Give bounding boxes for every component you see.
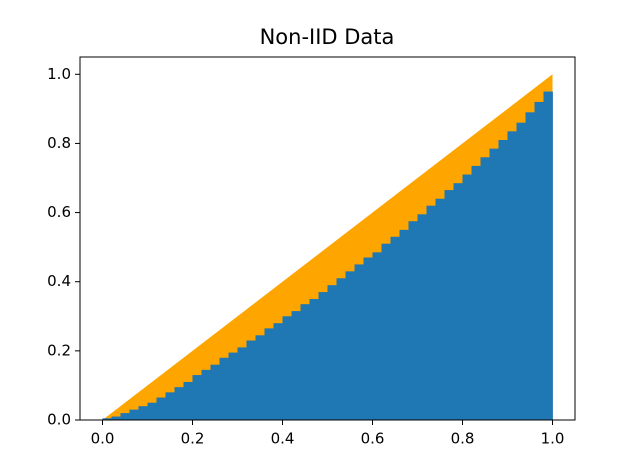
bar: [102, 418, 112, 420]
y-tick-label: 0.8: [47, 134, 71, 152]
bar: [327, 285, 337, 420]
y-tick-label: 0.4: [47, 272, 71, 290]
bar: [237, 347, 247, 420]
y-tick-label: 0.6: [47, 203, 71, 221]
bar: [399, 229, 409, 420]
bar: [165, 392, 175, 420]
bar: [471, 165, 481, 420]
y-tick-label: 0.0: [47, 411, 71, 429]
bar: [462, 174, 472, 420]
x-tick-label: 0.0: [91, 430, 115, 448]
bar: [228, 352, 238, 420]
bar: [111, 416, 121, 420]
bar: [354, 264, 364, 420]
bar: [210, 364, 220, 420]
bar: [435, 198, 445, 420]
bar: [381, 243, 391, 420]
bar: [372, 252, 382, 420]
bar: [525, 112, 535, 421]
bar: [516, 122, 526, 420]
bar: [147, 402, 157, 420]
bar: [480, 157, 490, 420]
bar: [246, 340, 256, 420]
bar: [453, 183, 463, 420]
bar: [255, 335, 265, 420]
bar: [291, 311, 301, 420]
bar: [282, 316, 292, 420]
bar: [120, 413, 130, 420]
bar: [156, 397, 166, 420]
y-tick-label: 1.0: [47, 65, 71, 83]
bar: [489, 148, 499, 420]
bar: [309, 299, 319, 420]
bar: [444, 190, 454, 420]
x-tick-label: 0.6: [361, 430, 385, 448]
bar: [273, 323, 283, 420]
bar: [183, 381, 193, 420]
bar: [498, 139, 508, 420]
y-tick-label: 0.2: [47, 341, 71, 359]
x-tick-label: 1.0: [541, 430, 565, 448]
bar: [201, 369, 211, 420]
bar: [543, 91, 553, 421]
bar: [417, 214, 427, 420]
chart-title: Non-IID Data: [260, 25, 395, 49]
bar: [219, 357, 229, 420]
x-tick-label: 0.4: [271, 430, 295, 448]
bar: [300, 304, 310, 420]
bar: [426, 205, 436, 420]
bar: [138, 406, 148, 420]
bar: [363, 257, 373, 420]
bar: [264, 328, 274, 420]
bar: [507, 131, 517, 421]
bar: [318, 292, 328, 420]
plot-frame: [79, 56, 576, 421]
bar: [345, 271, 355, 420]
bar: [390, 236, 400, 420]
bar: [408, 221, 418, 420]
bar: [336, 278, 346, 420]
bar: [174, 387, 184, 420]
bar: [129, 409, 139, 420]
bar: [192, 375, 202, 420]
x-tick-label: 0.2: [181, 430, 205, 448]
x-tick-label: 0.8: [451, 430, 475, 448]
bar: [534, 101, 544, 420]
